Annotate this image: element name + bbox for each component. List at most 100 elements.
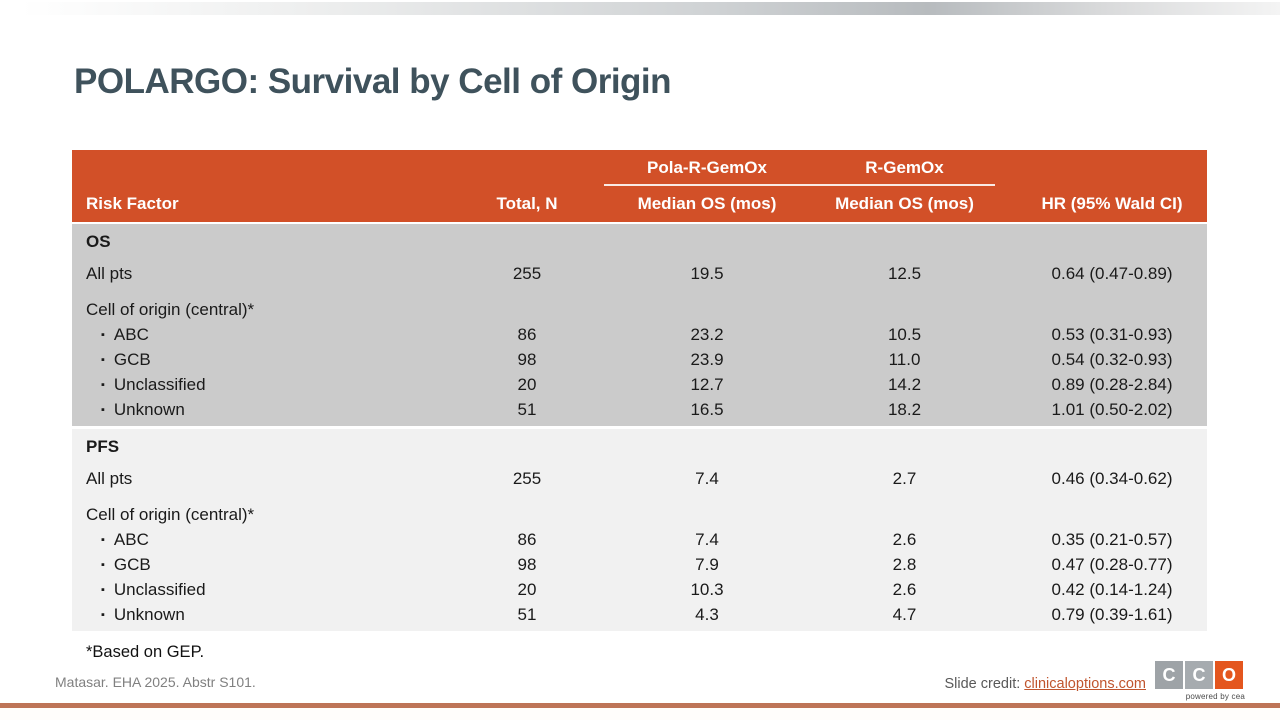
row-value-cell: 51	[517, 399, 537, 419]
logo-letter-c1: C	[1155, 661, 1183, 689]
row-value-cell: 20	[517, 374, 537, 394]
row-value-cell: 0.35 (0.21-0.57)	[1051, 529, 1173, 549]
table-row: ▪ ABC 86 23.2 10.5 0.53 (0.31-0.93)	[72, 322, 1207, 347]
row-label-cell: Cell of origin (central)*	[72, 300, 442, 320]
treatment-group-header-row: Pola-R-GemOx R-GemOx	[72, 150, 1207, 186]
row-value-cell: 11.0	[888, 349, 921, 369]
group-underline	[604, 184, 995, 186]
table-row: ▪ GCB 98 7.9 2.8 0.47 (0.28-0.77)	[72, 552, 1207, 577]
row-value-cell: 0.53 (0.31-0.93)	[1051, 324, 1173, 344]
section-name: PFS	[86, 437, 120, 456]
row-label-cell: ▪ Unclassified	[72, 580, 442, 600]
col-header-median-os-pola: Median OS (mos)	[637, 194, 777, 213]
row-value-cell: 18.2	[887, 399, 922, 419]
row-value-cell: 0.79 (0.39-1.61)	[1051, 604, 1173, 624]
row-value-cell: 0.64 (0.47-0.89)	[1051, 264, 1173, 283]
bullet-icon: ▪	[101, 378, 105, 391]
row-value-cell: 19.5	[690, 264, 724, 283]
table-row: ▪ Unclassified 20 12.7 14.2 0.89 (0.28-2.84)	[72, 372, 1207, 397]
row-value-cell: 12.7	[690, 374, 724, 394]
row-value-cell: 2.6	[892, 529, 917, 549]
row-value-cell: 255	[512, 469, 542, 488]
source-citation: Matasar. EHA 2025. Abstr S101.	[55, 674, 256, 690]
table-row: ▪ GCB 98 23.9 11.0 0.54 (0.32-0.93)	[72, 347, 1207, 372]
slide-title: POLARGO: Survival by Cell of Origin	[74, 62, 672, 101]
row-label: Unclassified	[113, 579, 206, 599]
bottom-margin	[0, 708, 1280, 720]
row-label: ABC	[113, 324, 149, 344]
bullet-icon: ▪	[101, 608, 105, 621]
section-header-row: PFS	[72, 435, 1207, 459]
row-label-cell: All pts	[72, 264, 442, 284]
table-row: Cell of origin (central)*	[72, 298, 1207, 322]
row-value-cell: 7.4	[695, 529, 719, 549]
slide-credit: Slide credit: clinicaloptions.com	[945, 676, 1147, 692]
row-label: GCB	[113, 554, 151, 574]
treatment-group-headers: Pola-R-GemOx R-GemOx	[604, 150, 1007, 186]
row-value-cell: 98	[517, 554, 537, 574]
column-header-row: Risk Factor Total, N Median OS (mos) Med…	[72, 186, 1207, 222]
row-value-cell: 2.8	[892, 554, 917, 574]
row-value-cell: 14.2	[887, 374, 922, 394]
row-value-cell: 7.9	[695, 554, 719, 574]
row-value-cell: 0.47 (0.28-0.77)	[1051, 554, 1173, 574]
row-label: Unknown	[113, 604, 185, 624]
row-label: GCB	[113, 349, 151, 369]
row-value-cell: 12.5	[887, 264, 922, 283]
logo-letter-o: O	[1215, 661, 1243, 689]
col-header-median-os-rgemox: Median OS (mos)	[835, 194, 974, 213]
row-value-cell: 86	[517, 529, 537, 549]
table-section-os: OS All pts 255 19.5 12.5 0.64 (0.47-0.89) Cell…	[72, 224, 1207, 426]
row-value-cell: 0.46 (0.34-0.62)	[1051, 469, 1173, 488]
bullet-icon: ▪	[101, 353, 105, 366]
row-label: Cell of origin (central)*	[86, 300, 255, 319]
row-label: ABC	[113, 529, 149, 549]
credit-label: Slide credit:	[944, 676, 1025, 692]
row-label-cell: ▪ ABC	[72, 530, 442, 550]
row-label-cell: ▪ Unknown	[72, 400, 442, 420]
row-label-cell: ▪ ABC	[72, 325, 442, 345]
row-label: Unknown	[113, 399, 185, 419]
bullet-icon: ▪	[101, 403, 105, 416]
table-row: Cell of origin (central)*	[72, 503, 1207, 527]
table-row: ▪ ABC 86 7.4 2.6 0.35 (0.21-0.57)	[72, 527, 1207, 552]
row-label: Unclassified	[113, 374, 206, 394]
bullet-icon: ▪	[101, 533, 105, 546]
row-value-cell: 2.7	[892, 469, 917, 488]
row-value-cell: 86	[517, 324, 537, 344]
row-label-cell: Cell of origin (central)*	[72, 505, 442, 525]
table-row: ▪ Unknown 51 4.3 4.7 0.79 (0.39-1.61)	[72, 602, 1207, 627]
row-value-cell: 0.89 (0.28-2.84)	[1051, 374, 1173, 394]
row-value-cell: 2.6	[892, 579, 917, 599]
logo-letter-c2: C	[1185, 661, 1213, 689]
footnote: *Based on GEP.	[86, 643, 205, 661]
row-value-cell: 1.01 (0.50-2.02)	[1051, 399, 1173, 419]
row-value-cell: 4.3	[695, 604, 719, 624]
table-row: ▪ Unclassified 20 10.3 2.6 0.42 (0.14-1.24)	[72, 577, 1207, 602]
row-label-cell: ▪ GCB	[72, 555, 442, 575]
bullet-icon: ▪	[101, 583, 105, 596]
row-label-cell: ▪ GCB	[72, 350, 442, 370]
logo-tagline: powered by cea	[1185, 692, 1245, 701]
col-header-hr-ci: HR (95% Wald CI)	[1041, 194, 1183, 213]
row-value-cell: 20	[517, 579, 537, 599]
row-value-cell: 4.7	[892, 604, 917, 624]
bullet-icon: ▪	[101, 558, 105, 571]
row-value-cell: 7.4	[695, 469, 719, 488]
cco-logo: C C O powered by cea	[1155, 661, 1245, 701]
table-body: OS All pts 255 19.5 12.5 0.64 (0.47-0.89) Cell…	[72, 224, 1207, 631]
row-label-cell: All pts	[72, 469, 442, 489]
row-value-cell: 16.5	[690, 399, 724, 419]
table-section-pfs: PFS All pts 255 7.4 2.7 0.46 (0.34-0.62) Cell …	[72, 429, 1207, 631]
row-value-cell: 23.9	[690, 349, 724, 369]
group-header-pola-r-gemox: Pola-R-GemOx	[647, 158, 767, 177]
row-value-cell: 98	[517, 349, 537, 369]
credit-link[interactable]: clinicaloptions.com	[1024, 676, 1146, 692]
table-header: Pola-R-GemOx R-GemOx Risk Factor Total, …	[72, 150, 1207, 222]
table-row: All pts 255 19.5 12.5 0.64 (0.47-0.89)	[72, 262, 1207, 286]
col-header-risk-factor: Risk Factor	[86, 194, 179, 213]
row-value-cell: 255	[512, 264, 542, 283]
row-value-cell: 10.5	[887, 324, 922, 344]
col-header-total-n: Total, N	[496, 194, 558, 213]
